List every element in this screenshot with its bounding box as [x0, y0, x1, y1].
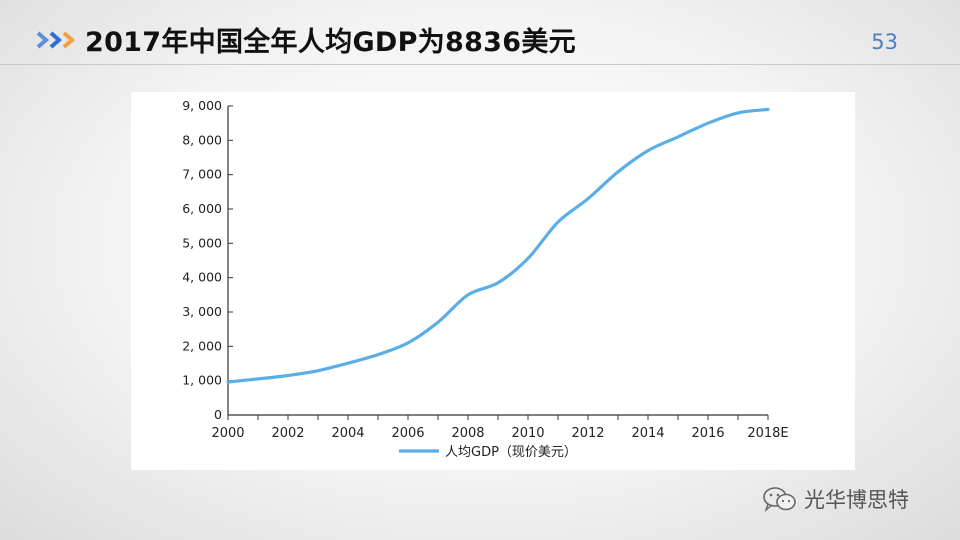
chart-panel: 0 1, 000 2, 000 3, 000 4, 000 5, 000 6, 000 7, …: [131, 92, 855, 470]
wechat-icon: [763, 487, 796, 512]
watermark: 光华博思特: [762, 484, 909, 514]
y-tick-label: 1, 000: [182, 373, 222, 388]
x-tick-label: 2018E: [747, 426, 788, 441]
x-tick-label: 2014: [631, 426, 664, 441]
chevrons-icon: [36, 31, 76, 49]
chevron-3: [62, 31, 76, 49]
slide-header: 2017年中国全年人均GDP为8836美元 53: [0, 0, 960, 65]
legend-label: 人均GDP（现价美元）: [445, 445, 577, 460]
x-tick-label: 2012: [571, 426, 604, 441]
y-tick-label: 6, 000: [182, 201, 222, 216]
y-tick-label: 4, 000: [182, 270, 222, 285]
x-tick-label: 2010: [511, 426, 544, 441]
y-tick-label: 3, 000: [182, 304, 222, 319]
y-tick-label: 9, 000: [182, 98, 222, 113]
y-tick-label: 8, 000: [182, 132, 222, 147]
chevron-2: [49, 31, 63, 49]
x-tick-label: 2004: [331, 426, 364, 441]
watermark-text: 光华博思特: [804, 488, 909, 512]
y-tick-label: 5, 000: [182, 235, 222, 250]
page-number: 53: [871, 30, 898, 54]
x-tick-label: 2008: [451, 426, 484, 441]
gdp-line-chart: 0 1, 000 2, 000 3, 000 4, 000 5, 000 6, 000 7, …: [182, 98, 788, 460]
x-tick-label: 2002: [271, 426, 304, 441]
y-tick-label: 0: [214, 407, 222, 422]
page-title: 2017年中国全年人均GDP为8836美元: [85, 27, 576, 58]
chevron-1: [36, 31, 50, 49]
x-tick-label: 2016: [691, 426, 724, 441]
y-tick-label: 2, 000: [182, 338, 222, 353]
x-tick-label: 2000: [211, 426, 244, 441]
x-tick-label: 2006: [391, 426, 424, 441]
series-line: [226, 107, 770, 384]
y-tick-label: 7, 000: [182, 167, 222, 182]
